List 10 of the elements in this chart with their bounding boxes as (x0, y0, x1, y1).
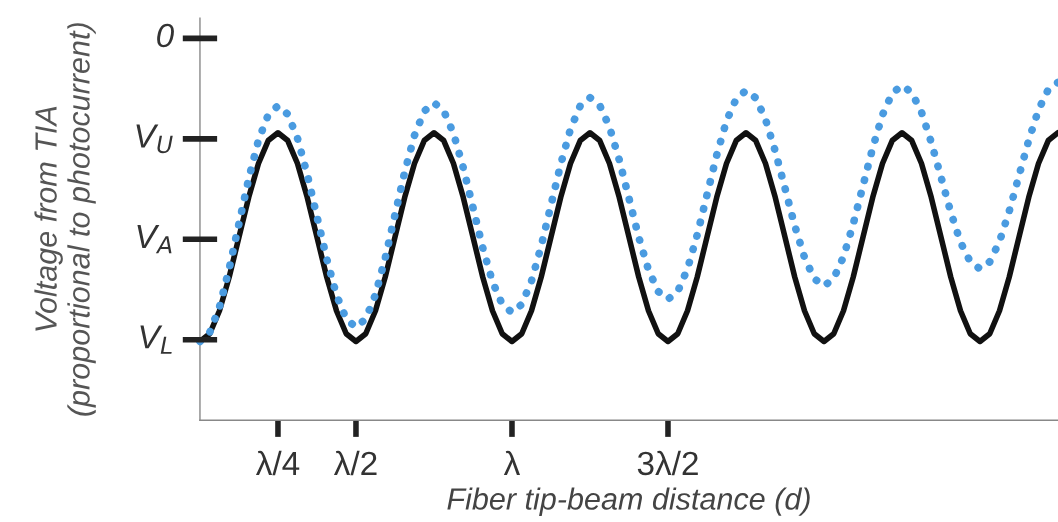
x-tick-label: λ (503, 450, 521, 475)
text: V$_{L}$ (140, 325, 172, 354)
text: 0 (157, 23, 174, 48)
x-tick-label: λ/4 (255, 450, 300, 476)
y-axis-title: Voltage from TIA (proportional to photocurrent) (34, 23, 96, 416)
text: V$_{A}$ (137, 224, 172, 254)
text: V$_{U}$ (136, 124, 173, 154)
x-tick-label: λ/2 (333, 450, 377, 476)
x-axis-title: Fiber tip-beam distance (d) (447, 487, 810, 516)
x-tick-label: 3λ/2 (637, 450, 698, 476)
